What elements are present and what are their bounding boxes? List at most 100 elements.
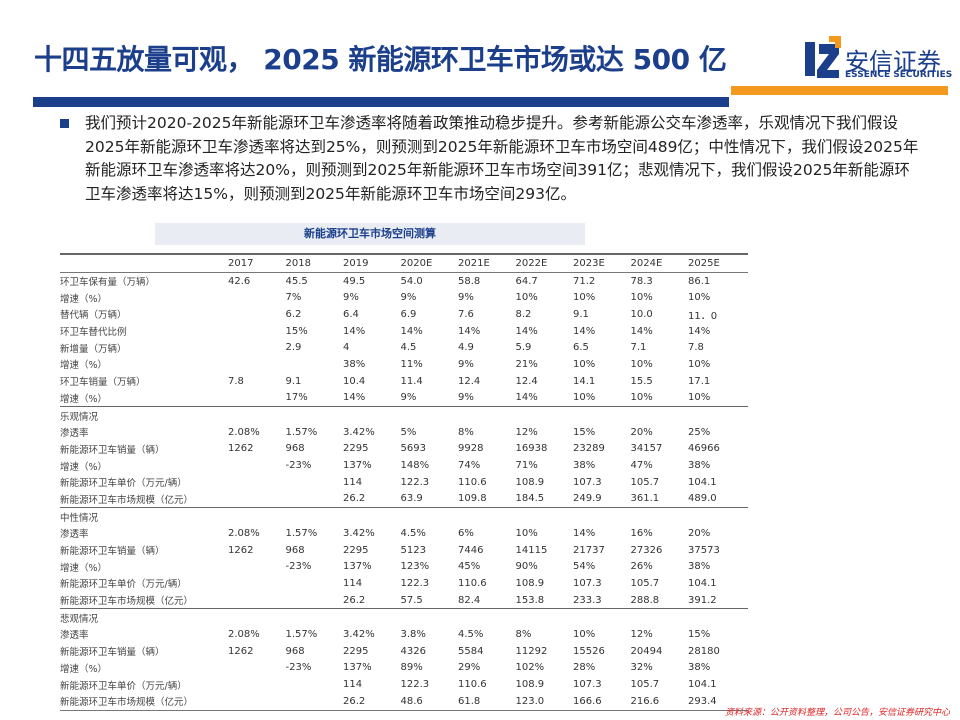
table-cell: 107.3 bbox=[573, 577, 602, 589]
table-cell: 4 bbox=[343, 342, 350, 354]
table-cell: 6.5 bbox=[573, 342, 589, 354]
row-label: 增速（%） bbox=[60, 393, 108, 405]
table-row: 替代辆（万辆） 6.2 6.4 6.9 7.6 8.2 9.1 10.0 11．0 bbox=[60, 306, 748, 323]
table-cell: 107.3 bbox=[573, 679, 602, 691]
table-cell: 391.2 bbox=[688, 594, 717, 606]
row-label: 乐观情况 bbox=[60, 411, 99, 423]
table-cell: 14% bbox=[343, 392, 366, 404]
table-cell: 15526 bbox=[573, 645, 605, 657]
table-cell: 61.8 bbox=[458, 695, 481, 707]
table-cell: 16938 bbox=[515, 443, 548, 455]
column-header: 2023E bbox=[573, 257, 605, 269]
table-row: 新能源环卫车市场规模（亿元） 26.2 63.9 109.8 184.5 249.9 361… bbox=[60, 491, 748, 508]
table-cell: 10% bbox=[630, 358, 653, 370]
table-row: 新能源环卫车销量（辆） 1262 968 2295 4326 5584 11292 15526… bbox=[60, 643, 748, 660]
table-cell: 10% bbox=[515, 527, 538, 539]
row-label: 新能源环卫车销量（辆） bbox=[60, 546, 165, 558]
table-row: 渗透率 2.08% 1.57% 3.42% 4.5% 6% 10% 14% 16% 20% bbox=[60, 525, 748, 542]
table-cell: 104.1 bbox=[688, 679, 717, 691]
table-cell: 7.8 bbox=[228, 375, 244, 387]
table-cell: 10% bbox=[573, 358, 596, 370]
table-cell: -23% bbox=[285, 662, 312, 674]
table-cell: 2295 bbox=[343, 544, 369, 556]
table-cell: 26.2 bbox=[343, 493, 366, 505]
table-cell: 2.08% bbox=[228, 426, 260, 438]
table-cell: 3.42% bbox=[343, 426, 375, 438]
body-paragraph: 我们预计2020-2025年新能源环卫车渗透率将随着政策推动稳步提升。参考新能源… bbox=[85, 114, 919, 203]
table-cell: 9% bbox=[458, 292, 474, 304]
table-cell: 11% bbox=[400, 358, 423, 370]
table-cell: 47% bbox=[630, 460, 653, 472]
table-cell: 6.9 bbox=[400, 308, 417, 320]
table-cell: 148% bbox=[400, 460, 430, 472]
table-cell: 14% bbox=[573, 527, 596, 539]
table-cell: 9% bbox=[458, 358, 474, 370]
logo-text-cn: 安信证券 bbox=[845, 48, 941, 76]
table-cell: 1262 bbox=[228, 544, 254, 556]
table-cell: 184.5 bbox=[515, 493, 545, 505]
table-cell: 42.6 bbox=[228, 275, 251, 287]
table-cell: 2.08% bbox=[228, 527, 260, 539]
table-cell: 78.3 bbox=[630, 275, 653, 287]
column-header: 2018 bbox=[285, 257, 311, 269]
table-cell: 17% bbox=[285, 392, 308, 404]
table-cell: 3.42% bbox=[343, 527, 375, 539]
table-cell: 12.4 bbox=[515, 375, 538, 387]
table-cell: 2295 bbox=[343, 443, 369, 455]
table-row: 增速（%） 17% 14% 9% 9% 14% 10% 10% 10% bbox=[60, 390, 748, 407]
table-cell: 108.9 bbox=[515, 679, 545, 691]
table-cell: 5584 bbox=[458, 645, 484, 657]
table-cell: 25% bbox=[688, 426, 711, 438]
table-cell: 38% bbox=[688, 561, 711, 573]
table-cell: 10% bbox=[688, 358, 711, 370]
row-label: 悲观情况 bbox=[60, 613, 99, 625]
table-cell: 108.9 bbox=[515, 577, 545, 589]
table-cell: 10% bbox=[630, 292, 653, 304]
table-cell: 5693 bbox=[400, 443, 426, 455]
row-label: 新能源环卫车单价（万元/辆） bbox=[60, 579, 187, 591]
column-header: 2020E bbox=[400, 257, 433, 269]
table-cell: 4326 bbox=[400, 645, 426, 657]
table-cell: 10% bbox=[630, 392, 653, 404]
row-label: 增速（%） bbox=[60, 562, 108, 574]
row-label: 增速（%） bbox=[60, 461, 108, 473]
table-cell: 54% bbox=[573, 561, 596, 573]
table-cell: 1.57% bbox=[285, 426, 318, 438]
table-cell: 4.9 bbox=[458, 342, 474, 354]
table-cell: 10% bbox=[573, 392, 596, 404]
table-cell: 90% bbox=[515, 561, 538, 573]
table-cell: 15% bbox=[688, 628, 711, 640]
table-cell: 28180 bbox=[688, 645, 720, 657]
table-cell: 26% bbox=[630, 561, 653, 573]
table-cell: 89% bbox=[400, 662, 423, 674]
table-cell: 5123 bbox=[400, 544, 426, 556]
table-cell: 9% bbox=[400, 392, 417, 404]
table-cell: 23289 bbox=[573, 443, 605, 455]
table-cell: 15% bbox=[573, 426, 596, 438]
table-cell: 15.5 bbox=[630, 375, 653, 387]
table-cell: 10% bbox=[688, 292, 711, 304]
column-header: 2017 bbox=[228, 257, 254, 269]
table-cell: 10% bbox=[515, 292, 538, 304]
table-cell: 7% bbox=[285, 292, 302, 304]
table-cell: 58.8 bbox=[458, 275, 481, 287]
table-cell: 233.3 bbox=[573, 594, 602, 606]
table-cell: 14% bbox=[515, 392, 538, 404]
table-cell: 10% bbox=[573, 628, 596, 640]
table-cell: 6.4 bbox=[343, 308, 359, 320]
table-cell: 216.6 bbox=[630, 695, 660, 707]
table-cell: 2.08% bbox=[228, 628, 260, 640]
table-cell: 107.3 bbox=[573, 476, 602, 488]
row-label: 新能源环卫车市场规模（亿元） bbox=[60, 596, 194, 608]
table-cell: 11292 bbox=[515, 645, 548, 657]
table-cell: 45.5 bbox=[285, 275, 308, 287]
table-cell: 5.9 bbox=[515, 342, 532, 354]
table-cell: 7.6 bbox=[458, 308, 474, 320]
table-cell: 16% bbox=[630, 527, 653, 539]
table-cell: 57.5 bbox=[400, 594, 423, 606]
table-cell: 122.3 bbox=[400, 476, 430, 488]
table-cell: 11．0 bbox=[688, 310, 718, 322]
row-label: 环卫车保有量（万辆） bbox=[60, 277, 156, 289]
table-cell: 8% bbox=[458, 426, 474, 438]
table-row: 渗透率 2.08% 1.57% 3.42% 3.8% 4.5% 8% 10% 12% 15% bbox=[60, 626, 748, 643]
